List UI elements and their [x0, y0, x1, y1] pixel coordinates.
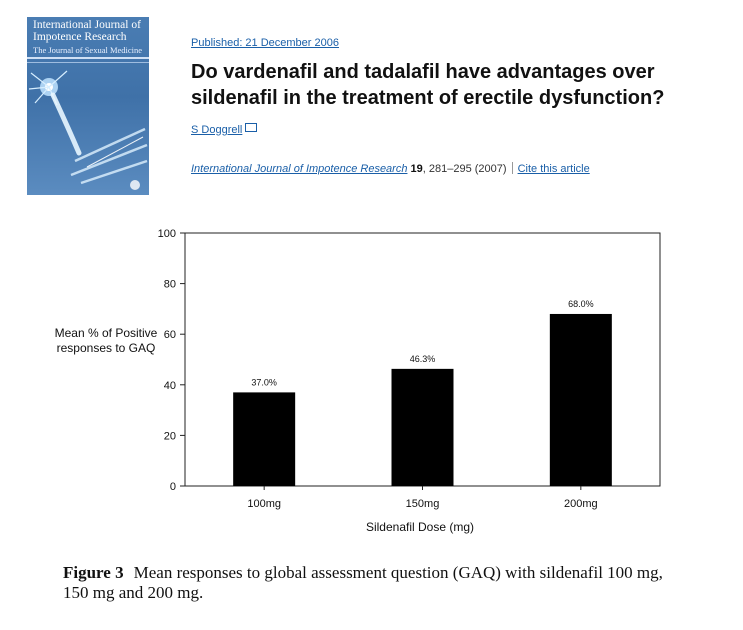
- figure-label: Figure 3: [63, 563, 124, 582]
- y-tick-label: 80: [164, 279, 176, 291]
- cover-title-line1: International Journal of: [33, 19, 141, 31]
- cover-band: [27, 57, 149, 59]
- volume-number: 19: [410, 163, 423, 175]
- bar: [549, 313, 612, 486]
- author-row: S Doggrell: [191, 123, 258, 136]
- cover-title-line2: Impotence Research: [33, 31, 127, 43]
- figure-caption: Figure 3 Mean responses to global assessm…: [63, 563, 683, 603]
- mail-icon[interactable]: [245, 123, 258, 132]
- citation-row: International Journal of Impotence Resea…: [191, 162, 590, 175]
- pages-year: , 281–295 (2007): [422, 163, 507, 175]
- x-tick-label: 200mg: [564, 498, 598, 510]
- y-tick-label: 40: [164, 380, 176, 392]
- cover-band-thin: [27, 62, 149, 63]
- cover-subtitle: The Journal of Sexual Medicine: [33, 45, 143, 55]
- bar: [233, 392, 296, 486]
- published-date-link[interactable]: Published: 21 December 2006: [191, 37, 339, 49]
- cite-article-link[interactable]: Cite this article: [517, 163, 590, 175]
- x-tick-label: 150mg: [406, 498, 440, 510]
- bar-value-label: 46.3%: [410, 354, 436, 364]
- y-axis-label: Mean % of Positive responses to GAQ: [54, 326, 158, 355]
- x-tick-label: 100mg: [247, 498, 281, 510]
- y-tick-label: 100: [158, 228, 176, 240]
- y-tick-label: 20: [164, 430, 176, 442]
- y-tick-label: 60: [164, 329, 176, 341]
- bar-value-label: 37.0%: [251, 377, 277, 387]
- bar: [391, 368, 454, 486]
- cover-title: International Journal of Impotence Resea…: [33, 19, 145, 43]
- journal-link[interactable]: International Journal of Impotence Resea…: [191, 163, 408, 175]
- y-tick-label: 0: [170, 481, 176, 493]
- citation-divider: [511, 162, 513, 174]
- figure-caption-text: Mean responses to global assessment ques…: [63, 563, 663, 602]
- cover-neuron-art: [28, 70, 148, 190]
- author-link[interactable]: S Doggrell: [191, 124, 243, 136]
- article-title: Do vardenafil and tadalafil have advanta…: [191, 61, 665, 109]
- journal-cover-image[interactable]: International Journal of Impotence Resea…: [27, 17, 149, 195]
- x-axis-title: Sildenafil Dose (mg): [366, 520, 474, 534]
- bar-value-label: 68.0%: [568, 299, 594, 309]
